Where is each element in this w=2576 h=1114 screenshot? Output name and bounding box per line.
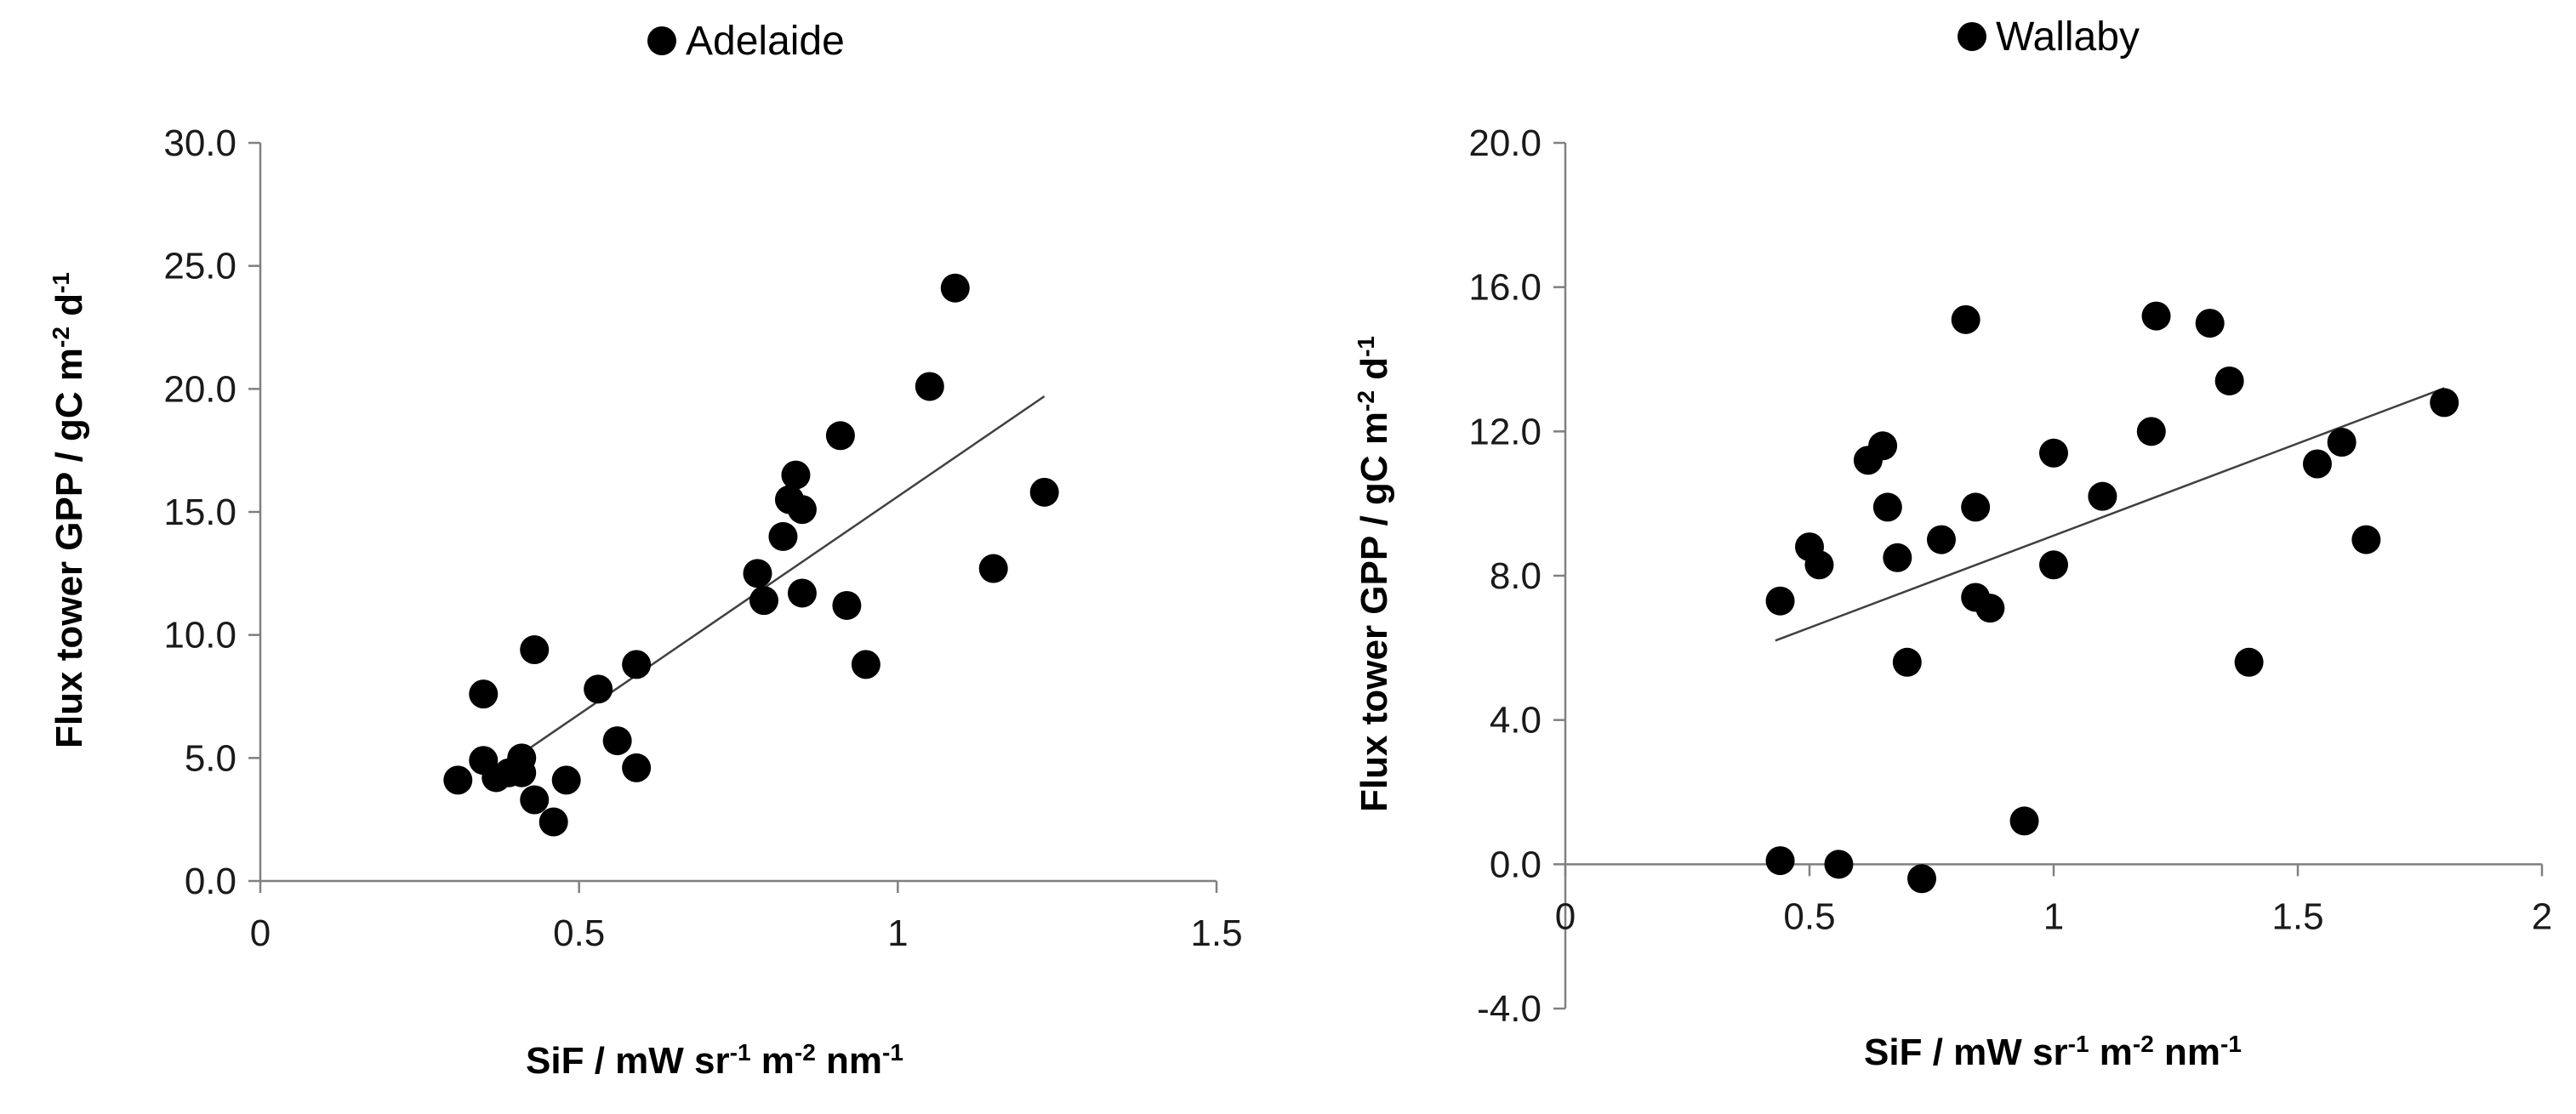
wallaby-x-tick-label: 1 xyxy=(2043,895,2064,937)
adelaide-y-tick-label: 20.0 xyxy=(163,368,237,410)
adelaide-data-point xyxy=(584,674,613,704)
wallaby-data-point xyxy=(2195,309,2225,338)
wallaby-data-point xyxy=(1765,586,1795,616)
adelaide-data-point xyxy=(622,753,652,782)
wallaby-data-point xyxy=(2039,438,2068,468)
wallaby-data-point xyxy=(2214,366,2244,395)
adelaide-legend-label: Adelaide xyxy=(686,19,845,64)
adelaide-x-tick-label: 1.5 xyxy=(1190,912,1242,954)
wallaby-legend-label: Wallaby xyxy=(1996,14,2140,60)
wallaby-y-tick-label: 0.0 xyxy=(1490,844,1542,885)
wallaby-data-point xyxy=(2039,550,2068,580)
adelaide-data-point xyxy=(768,521,798,551)
wallaby-x-tick-label: 0.5 xyxy=(1783,895,1835,937)
wallaby-data-point xyxy=(1824,850,1854,879)
adelaide-data-point xyxy=(602,726,632,756)
adelaide-data-point xyxy=(787,495,817,525)
wallaby-y-tick-label: 8.0 xyxy=(1490,555,1542,597)
wallaby-panel: -4.0 0.0 4.0 8.0 12.0 16.0 20.0 0 0.5 1 1.5 2 Wallab… xyxy=(1353,14,2553,1073)
adelaide-y-tick-label: 0.0 xyxy=(185,861,237,902)
adelaide-data-point xyxy=(915,372,944,401)
wallaby-legend-marker xyxy=(1958,22,1986,51)
wallaby-data-point xyxy=(1765,846,1795,876)
wallaby-data-point xyxy=(1883,543,1912,572)
adelaide-data-point xyxy=(749,586,778,616)
adelaide-data-point xyxy=(832,590,862,620)
wallaby-y-tick-label: 20.0 xyxy=(1468,122,1542,164)
wallaby-y-tick-label: 16.0 xyxy=(1468,267,1542,309)
adelaide-data-point xyxy=(781,460,811,490)
adelaide-data-point xyxy=(978,554,1008,583)
wallaby-data-point xyxy=(2009,806,2039,836)
adelaide-data-point xyxy=(520,635,550,665)
adelaide-data-point xyxy=(851,650,881,679)
adelaide-data-point xyxy=(539,807,568,837)
adelaide-data-point xyxy=(825,421,855,451)
adelaide-data-point xyxy=(520,785,550,815)
adelaide-data-point xyxy=(787,578,817,608)
adelaide-panel: 0.0 5.0 10.0 15.0 20.0 25.0 30.0 0 0.5 1 1.5 Adelai… xyxy=(48,19,1243,1082)
adelaide-y-tick-label: 10.0 xyxy=(163,615,237,656)
wallaby-data-point xyxy=(1872,492,1902,522)
adelaide-x-axis-title: SiF / mW sr-1 m-2 nm-1 xyxy=(526,1039,903,1083)
wallaby-x-axis-title: SiF / mW sr-1 m-2 nm-1 xyxy=(1864,1031,2242,1074)
wallaby-y-tick-label: 12.0 xyxy=(1468,411,1542,452)
wallaby-data-point xyxy=(1975,594,2005,623)
wallaby-data-point xyxy=(1868,431,1898,461)
wallaby-y-tick-label: 4.0 xyxy=(1490,700,1542,742)
wallaby-trendline xyxy=(1775,387,2445,642)
adelaide-data-point xyxy=(443,765,473,795)
adelaide-data-point xyxy=(743,559,772,588)
wallaby-data-point xyxy=(2234,647,2264,677)
wallaby-data-point xyxy=(1804,550,1834,580)
adelaide-data-point xyxy=(1029,477,1059,507)
adelaide-x-tick-label: 1 xyxy=(887,912,908,954)
wallaby-x-tick-label: 2 xyxy=(2532,895,2552,937)
adelaide-x-tick-label: 0.5 xyxy=(553,912,605,954)
adelaide-y-tick-label: 25.0 xyxy=(163,246,237,287)
adelaide-legend-marker xyxy=(647,26,676,55)
wallaby-data-point xyxy=(1951,304,1980,334)
adelaide-trendline xyxy=(515,395,1046,759)
wallaby-y-axis-title: Flux tower GPP / gC m-2 d-1 xyxy=(1353,336,1396,812)
adelaide-y-axis-title: Flux tower GPP / gC m-2 d-1 xyxy=(48,272,91,748)
adelaide-data-point xyxy=(551,765,581,795)
adelaide-data-point xyxy=(940,273,970,303)
adelaide-x-tick-label: 0 xyxy=(250,912,271,954)
wallaby-data-point xyxy=(2351,525,2381,554)
adelaide-data-point xyxy=(507,758,537,787)
wallaby-x-tick-label: 0 xyxy=(1555,895,1576,937)
adelaide-y-tick-label: 5.0 xyxy=(185,737,237,779)
adelaide-y-tick-label: 15.0 xyxy=(163,492,237,533)
adelaide-data-point xyxy=(469,679,499,709)
wallaby-data-point xyxy=(2141,301,2171,331)
wallaby-data-point xyxy=(2327,428,2357,458)
wallaby-data-point xyxy=(1961,492,1991,522)
wallaby-data-point xyxy=(1926,525,1956,554)
wallaby-data-point xyxy=(1907,864,1937,894)
wallaby-data-point xyxy=(2302,449,2332,479)
wallaby-data-point xyxy=(1892,647,1922,677)
wallaby-data-point xyxy=(2088,481,2117,511)
wallaby-x-tick-label: 1.5 xyxy=(2271,895,2323,937)
wallaby-data-point xyxy=(2430,388,2459,418)
wallaby-data-point xyxy=(2136,417,2166,446)
adelaide-data-point xyxy=(622,650,652,679)
wallaby-y-tick-label: -4.0 xyxy=(1477,988,1542,1030)
adelaide-y-tick-label: 30.0 xyxy=(163,122,237,164)
